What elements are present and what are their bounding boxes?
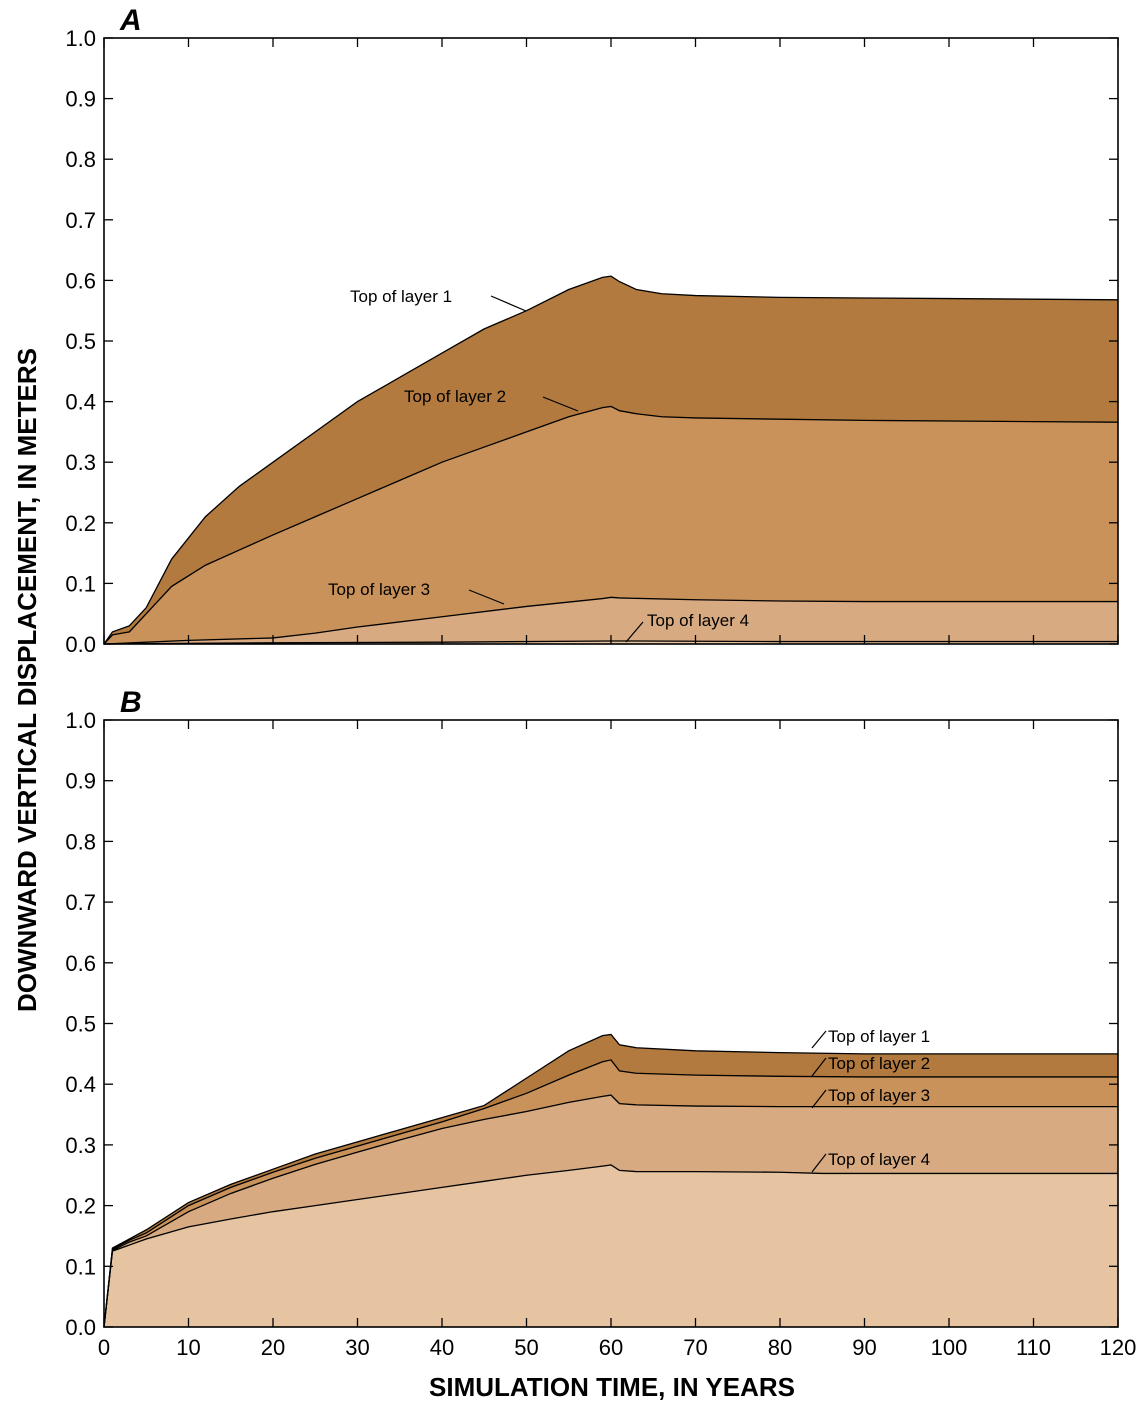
panel-a-area-layer2	[104, 406, 1118, 644]
panel-a-y-tick-label: 0.2	[65, 511, 96, 536]
panel-a-annotation-layer1-text: Top of layer 1	[350, 287, 452, 306]
panel-b-y-tick-label: 0.4	[65, 1072, 96, 1097]
panel-a-line-layer4	[103, 640, 1118, 645]
panel-b-y-tick-label: 0.1	[65, 1254, 96, 1279]
panel-b-annotation-layer2-text: Top of layer 2	[828, 1054, 930, 1073]
panel-b-annotation-layer3-text: Top of layer 3	[828, 1086, 930, 1105]
panel-b-label: B	[120, 686, 142, 719]
panel-b-y-tick-label: 0.3	[65, 1133, 96, 1158]
panel-b-x-tick-label: 110	[1016, 1335, 1051, 1360]
panel-a-annotation-layer3: Top of layer 3	[328, 580, 505, 605]
panel-b-y-tick-label: 0.6	[65, 951, 96, 976]
panel-a-y-tick-label: 1.0	[65, 26, 96, 51]
panel-a-y-tick-label: 0.0	[65, 632, 96, 657]
panel-a-y-tick-label: 0.1	[65, 571, 96, 596]
panel-b-y-ticks: 0.0 0.1 0.2 0.3 0.4 0.5 0.6 0.7 0.8 0.9 1.0	[65, 708, 1118, 1340]
panel-a-y-tick-label: 0.3	[65, 450, 96, 475]
panel-b-x-tick-label: 60	[599, 1335, 623, 1360]
panel-b-line-layer1	[103, 1033, 1118, 1328]
panel-a-lines	[103, 275, 1119, 645]
panel-b-annotation-layer4: Top of layer 4	[811, 1150, 930, 1173]
panel-b-x-tick-label: 100	[931, 1335, 968, 1360]
panel-b-lines	[103, 1033, 1118, 1328]
panel-b-areas	[104, 1034, 1118, 1327]
panel-b-x-tick-label: 90	[852, 1335, 876, 1360]
panel-a-annotation-layer2-leader	[542, 396, 579, 412]
panel-b-x-tick-label: 0	[98, 1335, 110, 1360]
panel-b-line-layer4	[103, 1164, 1118, 1328]
panel-a-annotation-layer4-leader	[625, 621, 644, 643]
panel-a-x-ticks	[103, 38, 1119, 644]
panel-a-areas	[104, 276, 1118, 644]
panel-a-line-layer2	[103, 405, 1119, 645]
panel-b-x-tick-label: 20	[261, 1335, 285, 1360]
panel-a: 0.0 0.1 0.2 0.3 0.4 0.5 0.6 0.7 0.8 0.9 1.0 A Top …	[65, 4, 1119, 657]
panel-b-x-tick-label: 80	[768, 1335, 792, 1360]
panel-a-y-tick-label: 0.9	[65, 87, 96, 112]
panel-b-y-tick-label: 0.0	[65, 1315, 96, 1340]
panel-a-line-layer1	[103, 275, 1119, 645]
panel-b-x-tick-label: 40	[430, 1335, 454, 1360]
panel-b-y-tick-label: 0.9	[65, 769, 96, 794]
panel-b-x-tick-label: 30	[345, 1335, 369, 1360]
x-axis-title: SIMULATION TIME, IN YEARS	[429, 1372, 795, 1402]
panel-b-annotation-layer3-leader	[811, 1089, 827, 1109]
panel-a-y-tick-label: 0.7	[65, 208, 96, 233]
panel-b-y-tick-label: 0.2	[65, 1194, 96, 1219]
panel-b-annotation-layer1-text: Top of layer 1	[828, 1027, 930, 1046]
panel-a-y-tick-label: 0.8	[65, 147, 96, 172]
panel-a-annotation-layer4-text: Top of layer 4	[647, 611, 749, 630]
panel-b-x-ticks: 0 10 20 30 40 50 60 70 80 90 100 110 120	[98, 720, 1136, 1360]
y-axis-title: DOWNWARD VERTICAL DISPLACEMENT, IN METER…	[12, 348, 42, 1012]
panel-b-y-tick-label: 1.0	[65, 708, 96, 733]
panel-b-y-tick-label: 0.5	[65, 1012, 96, 1037]
panel-b-annotation-layer1-leader	[811, 1030, 827, 1049]
panel-a-annotation-layer2: Top of layer 2	[404, 387, 579, 412]
panel-b-x-tick-label: 120	[1100, 1335, 1137, 1360]
panel-a-y-ticks: 0.0 0.1 0.2 0.3 0.4 0.5 0.6 0.7 0.8 0.9 1.0	[65, 26, 1118, 657]
panel-b-x-tick-label: 10	[176, 1335, 200, 1360]
panel-a-y-tick-label: 0.5	[65, 329, 96, 354]
panel-b-annotation-layer1: Top of layer 1	[811, 1027, 930, 1049]
panel-b-annotation-layer4-leader	[811, 1153, 827, 1173]
panel-b-y-tick-label: 0.7	[65, 890, 96, 915]
panel-b: 0.0 0.1 0.2 0.3 0.4 0.5 0.6 0.7 0.8 0.9 1.0 0 10 20 3…	[65, 686, 1136, 1360]
panel-b-x-tick-label: 70	[683, 1335, 707, 1360]
panel-b-line-layer2	[103, 1059, 1118, 1328]
panel-b-annotation-layer3: Top of layer 3	[811, 1086, 930, 1109]
panel-a-annotation-layer2-text: Top of layer 2	[404, 387, 506, 406]
panel-a-label: A	[119, 4, 142, 37]
panel-a-line-layer3	[103, 596, 1118, 645]
panel-b-annotation-layer4-text: Top of layer 4	[828, 1150, 930, 1169]
panel-a-area-layer3	[104, 597, 1118, 644]
panel-b-area-layer4	[104, 1164, 1118, 1327]
panel-b-annotation-layer2-leader	[811, 1057, 827, 1077]
panel-a-annotation-layer3-leader	[468, 589, 505, 605]
panel-a-y-tick-label: 0.6	[65, 268, 96, 293]
panel-b-x-tick-label: 50	[514, 1335, 538, 1360]
panel-a-annotation-layer1: Top of layer 1	[350, 287, 527, 312]
panel-b-annotation-layer2: Top of layer 2	[811, 1054, 930, 1077]
panel-a-annotation-layer1-leader	[490, 295, 527, 312]
panel-a-annotation-layer3-text: Top of layer 3	[328, 580, 430, 599]
panel-a-annotation-layer4: Top of layer 4	[625, 611, 749, 643]
panel-b-line-layer3	[103, 1094, 1118, 1328]
panel-b-y-tick-label: 0.8	[65, 829, 96, 854]
panel-a-y-tick-label: 0.4	[65, 390, 96, 415]
